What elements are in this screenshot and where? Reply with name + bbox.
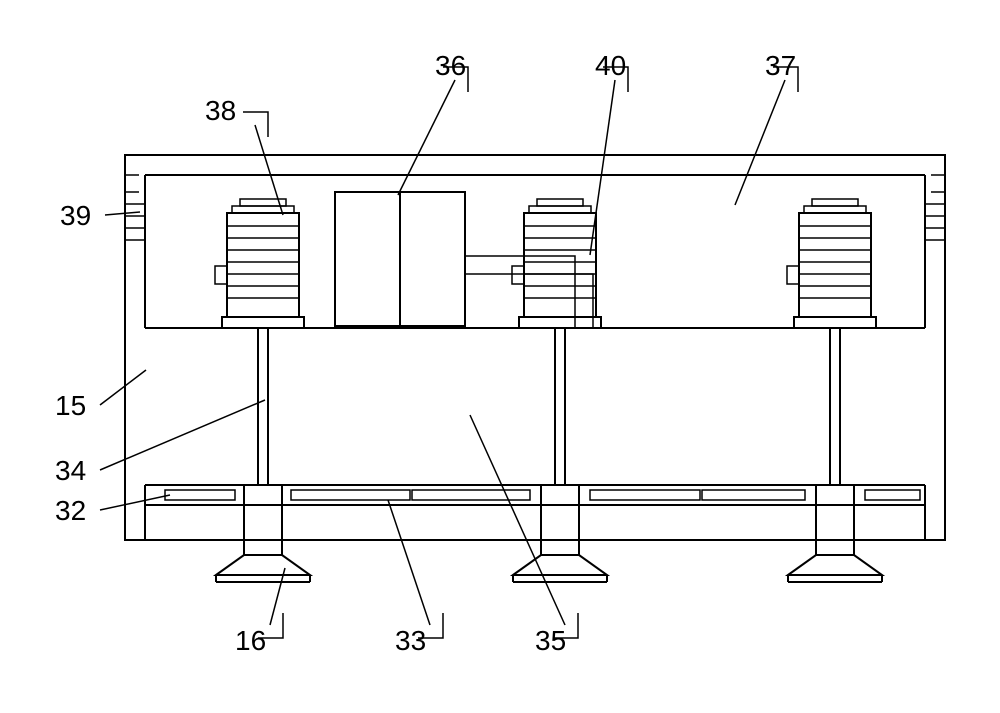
shafts	[258, 328, 840, 485]
motor-1	[215, 199, 304, 328]
label-33: 33	[395, 625, 426, 656]
label-35: 35	[535, 625, 566, 656]
technical-diagram: 36 40 37 38 39 15 34 32 16 33 35	[0, 0, 1000, 713]
motor-2	[512, 199, 601, 328]
motor-3	[787, 199, 876, 328]
frame-notches	[125, 175, 945, 192]
rail-segments	[165, 490, 920, 500]
bottom-rail	[125, 485, 945, 540]
side-ribs-left	[125, 204, 145, 240]
side-ribs-right	[925, 204, 945, 240]
leaders	[100, 67, 798, 638]
label-38: 38	[205, 95, 236, 126]
control-box	[335, 192, 465, 326]
label-39: 39	[60, 200, 91, 231]
label-32: 32	[55, 495, 86, 526]
motors	[215, 199, 876, 328]
label-36: 36	[435, 50, 466, 81]
label-40: 40	[595, 50, 626, 81]
label-15: 15	[55, 390, 86, 421]
label-37: 37	[765, 50, 796, 81]
label-34: 34	[55, 455, 86, 486]
label-16: 16	[235, 625, 266, 656]
